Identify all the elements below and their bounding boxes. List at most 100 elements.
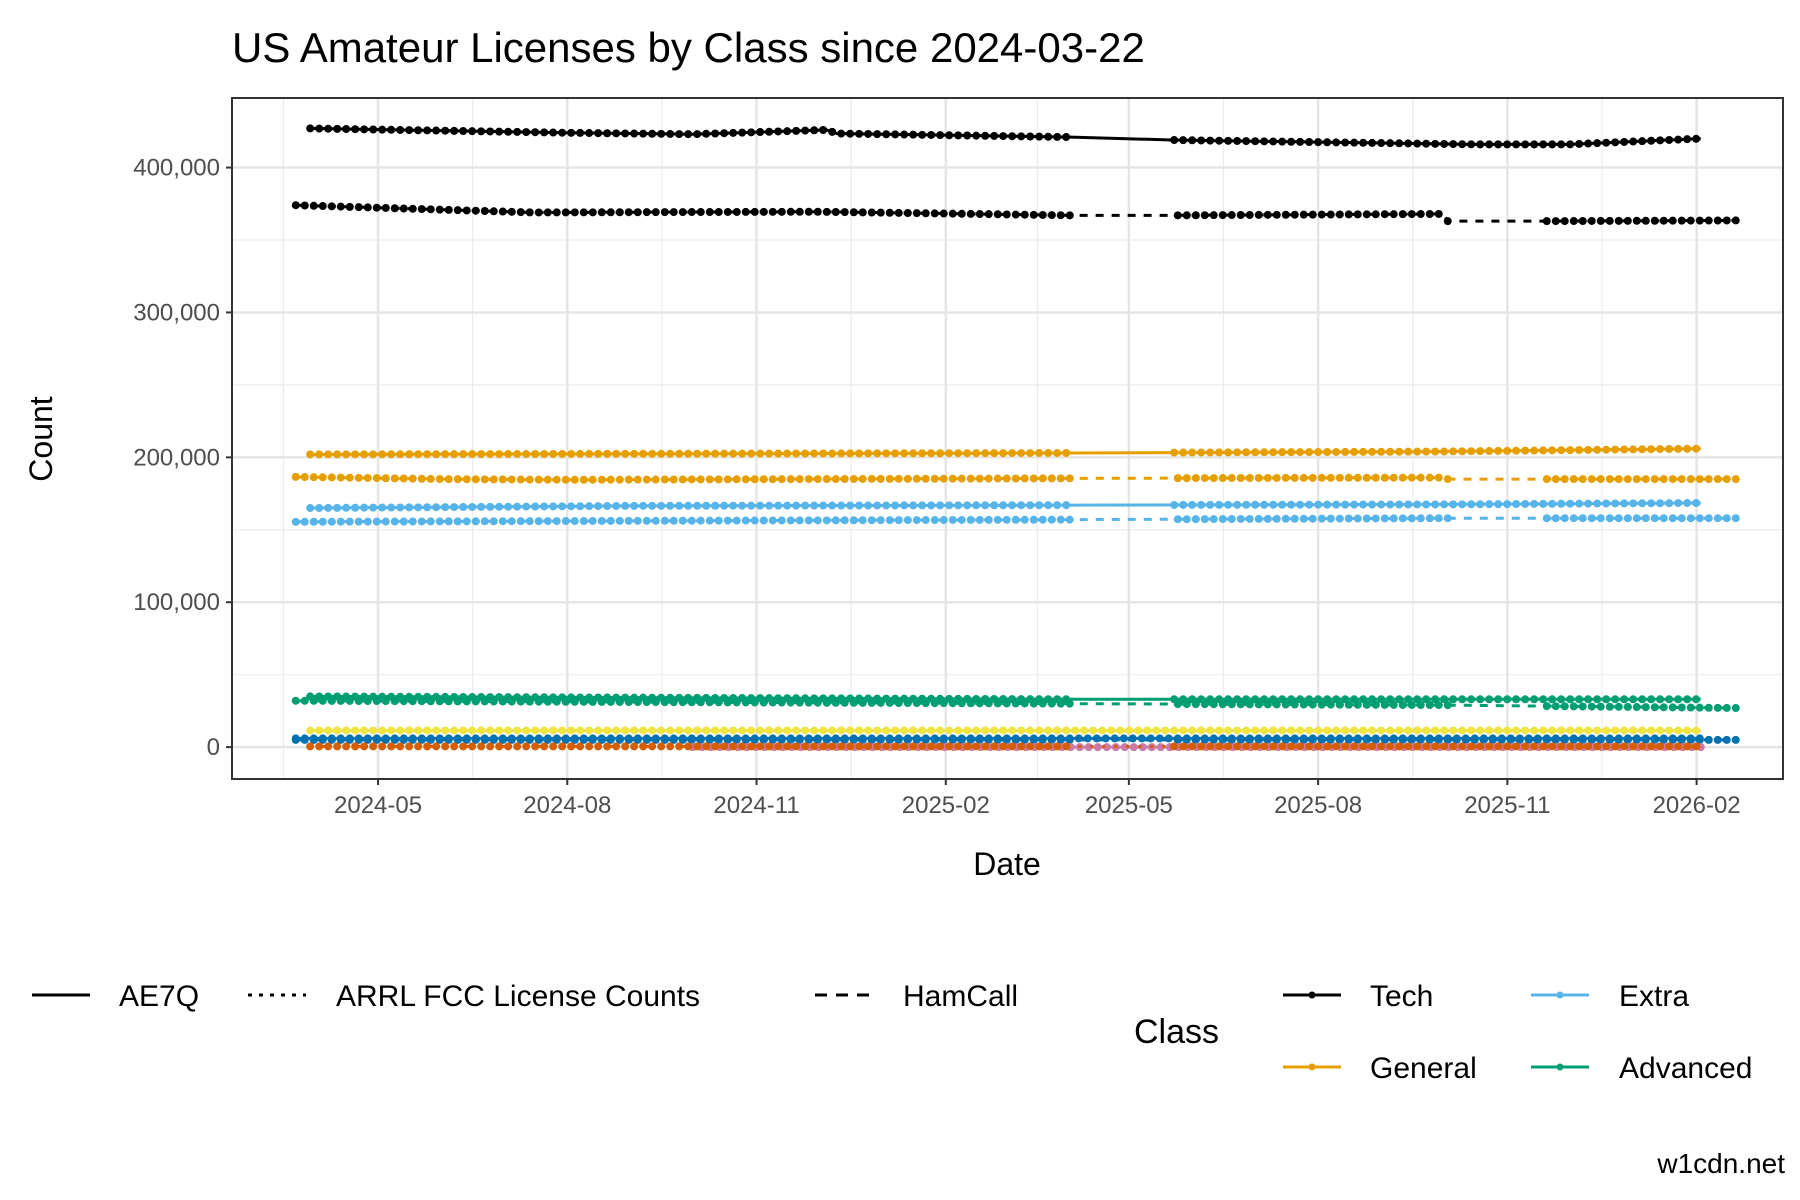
series-other-ae7q-point: [450, 726, 459, 735]
series-other-hamcall-point: [597, 735, 606, 744]
series-tech-hamcall-point: [732, 207, 741, 216]
series-advanced-hamcall-point: [1182, 700, 1191, 709]
series-extra-hamcall-point: [813, 516, 822, 525]
series-general-hamcall-point: [768, 475, 777, 484]
series-extra-hamcall-point: [1209, 515, 1218, 524]
series-other-ae7q-point: [1134, 726, 1143, 735]
series-general-hamcall-point: [1200, 474, 1209, 483]
series-advanced-ae7q-point: [1467, 695, 1476, 704]
series-general-hamcall-point: [957, 474, 966, 483]
series-tech-hamcall-point: [1578, 217, 1587, 226]
series-other-hamcall-point: [1593, 742, 1602, 751]
series-general-ae7q-point: [1485, 447, 1494, 456]
series-general-ae7q-point: [540, 449, 549, 458]
series-other-hamcall-point: [1371, 735, 1380, 744]
series-general-ae7q-point: [1053, 449, 1062, 458]
series-other-ae7q-point: [1062, 726, 1071, 735]
series-general-ae7q: [306, 444, 1701, 459]
series-other-hamcall-point: [1524, 735, 1533, 744]
series-advanced-hamcall-point: [1029, 699, 1038, 708]
series-extra-hamcall-point: [498, 517, 507, 526]
y-tick-label: 200,000: [133, 444, 220, 471]
series-tech-ae7q-point: [999, 132, 1008, 141]
series-tech-ae7q-point: [1575, 139, 1584, 148]
series-other-hamcall-point: [489, 735, 498, 744]
series-tech-hamcall-point: [318, 202, 327, 211]
series-other-hamcall-point: [417, 735, 426, 744]
series-other-hamcall-point: [777, 735, 786, 744]
series-tech-ae7q-point: [630, 129, 639, 138]
series-other-hamcall-point: [1695, 735, 1704, 744]
series-extra-hamcall-point: [1362, 514, 1371, 523]
series-advanced-hamcall-point: [1047, 699, 1056, 708]
series-general-ae7q-point: [567, 449, 576, 458]
series-tech-ae7q-point: [1557, 140, 1566, 149]
series-advanced-hamcall-point: [1677, 703, 1686, 712]
series-general-ae7q-point: [405, 450, 414, 459]
series-other-ae7q-point: [1129, 743, 1138, 752]
series-tech-hamcall-point: [1344, 210, 1353, 219]
series-tech-ae7q-point: [864, 129, 873, 138]
series-other-ae7q-point: [1395, 726, 1404, 735]
series-general-hamcall-point: [1236, 474, 1245, 483]
series-extra-hamcall-point: [1668, 514, 1677, 523]
series-other-hamcall-point: [309, 735, 318, 744]
series-advanced-hamcall-point: [309, 696, 318, 705]
series-general-hamcall-point: [1056, 474, 1065, 483]
series-tech-ae7q-point: [720, 129, 729, 138]
series-general-ae7q-point: [1575, 446, 1584, 455]
series-extra-hamcall-point: [1299, 514, 1308, 523]
series-extra-ae7q-point: [1188, 500, 1197, 509]
series-advanced-hamcall-point: [300, 696, 309, 705]
legend-marker-extra: [1556, 991, 1564, 999]
series-tech-hamcall-point: [678, 208, 687, 217]
series-extra-hamcall-point: [894, 516, 903, 525]
series-other-ae7q-point: [1593, 726, 1602, 735]
series-other-ae7q-point: [666, 726, 675, 735]
class-legend: Class Tech General Extra Advanced: [1134, 980, 1752, 1085]
series-general-ae7q-point: [1305, 448, 1314, 457]
series-tech-ae7q-point: [1350, 138, 1359, 147]
series-other-hamcall-point: [1503, 742, 1512, 751]
series-extra-hamcall-point: [768, 516, 777, 525]
series-other-ae7q-point: [801, 726, 810, 735]
series-other-hamcall-point: [1479, 735, 1488, 744]
series-extra-ae7q-point: [1197, 500, 1206, 509]
series-extra-hamcall-point: [912, 516, 921, 525]
series-tech-ae7q-point: [1296, 137, 1305, 146]
series-tech-hamcall-point: [390, 204, 399, 213]
series-general-ae7q-point: [1341, 447, 1350, 456]
series-tech-hamcall-point: [1029, 210, 1038, 219]
series-tech-ae7q: [306, 124, 1701, 149]
series-other-hamcall-point: [1560, 735, 1569, 744]
legend-item-tech: Tech: [1283, 980, 1433, 1013]
series-other-hamcall-point: [1497, 735, 1506, 744]
series-extra-hamcall-point: [903, 516, 912, 525]
series-other-hamcall-point: [891, 742, 900, 751]
series-tech-hamcall-point: [489, 207, 498, 216]
series-tech-ae7q-point: [531, 128, 540, 137]
series-advanced-hamcall-point: [750, 698, 759, 707]
series-other-hamcall-point: [1179, 742, 1188, 751]
series-general-ae7q-point: [1197, 448, 1206, 457]
series-other-hamcall-point: [543, 735, 552, 744]
series-extra-ae7q-point: [1242, 500, 1251, 509]
series-general-ae7q-point: [1665, 444, 1674, 453]
series-extra-ae7q-point: [729, 501, 738, 510]
series-extra-hamcall-point: [588, 516, 597, 525]
series-other-hamcall-point: [1020, 735, 1029, 744]
series-extra-hamcall-point: [462, 517, 471, 526]
series-other-hamcall-point: [1683, 742, 1692, 751]
series-tech-hamcall-point: [453, 206, 462, 215]
series-other-hamcall-point: [1677, 735, 1686, 744]
series-extra-hamcall-point: [1218, 515, 1227, 524]
series-other-hamcall-point: [630, 742, 639, 751]
series-advanced-ae7q-point: [1440, 695, 1449, 704]
series-other-ae7q-point: [774, 726, 783, 735]
series-general-ae7q-point: [1260, 448, 1269, 457]
series-tech-hamcall-point: [588, 208, 597, 217]
series-general-ae7q-point: [1242, 448, 1251, 457]
series-extra-hamcall-point: [1281, 514, 1290, 523]
series-extra-hamcall-point: [876, 516, 885, 525]
series-tech-ae7q-point: [900, 130, 909, 139]
